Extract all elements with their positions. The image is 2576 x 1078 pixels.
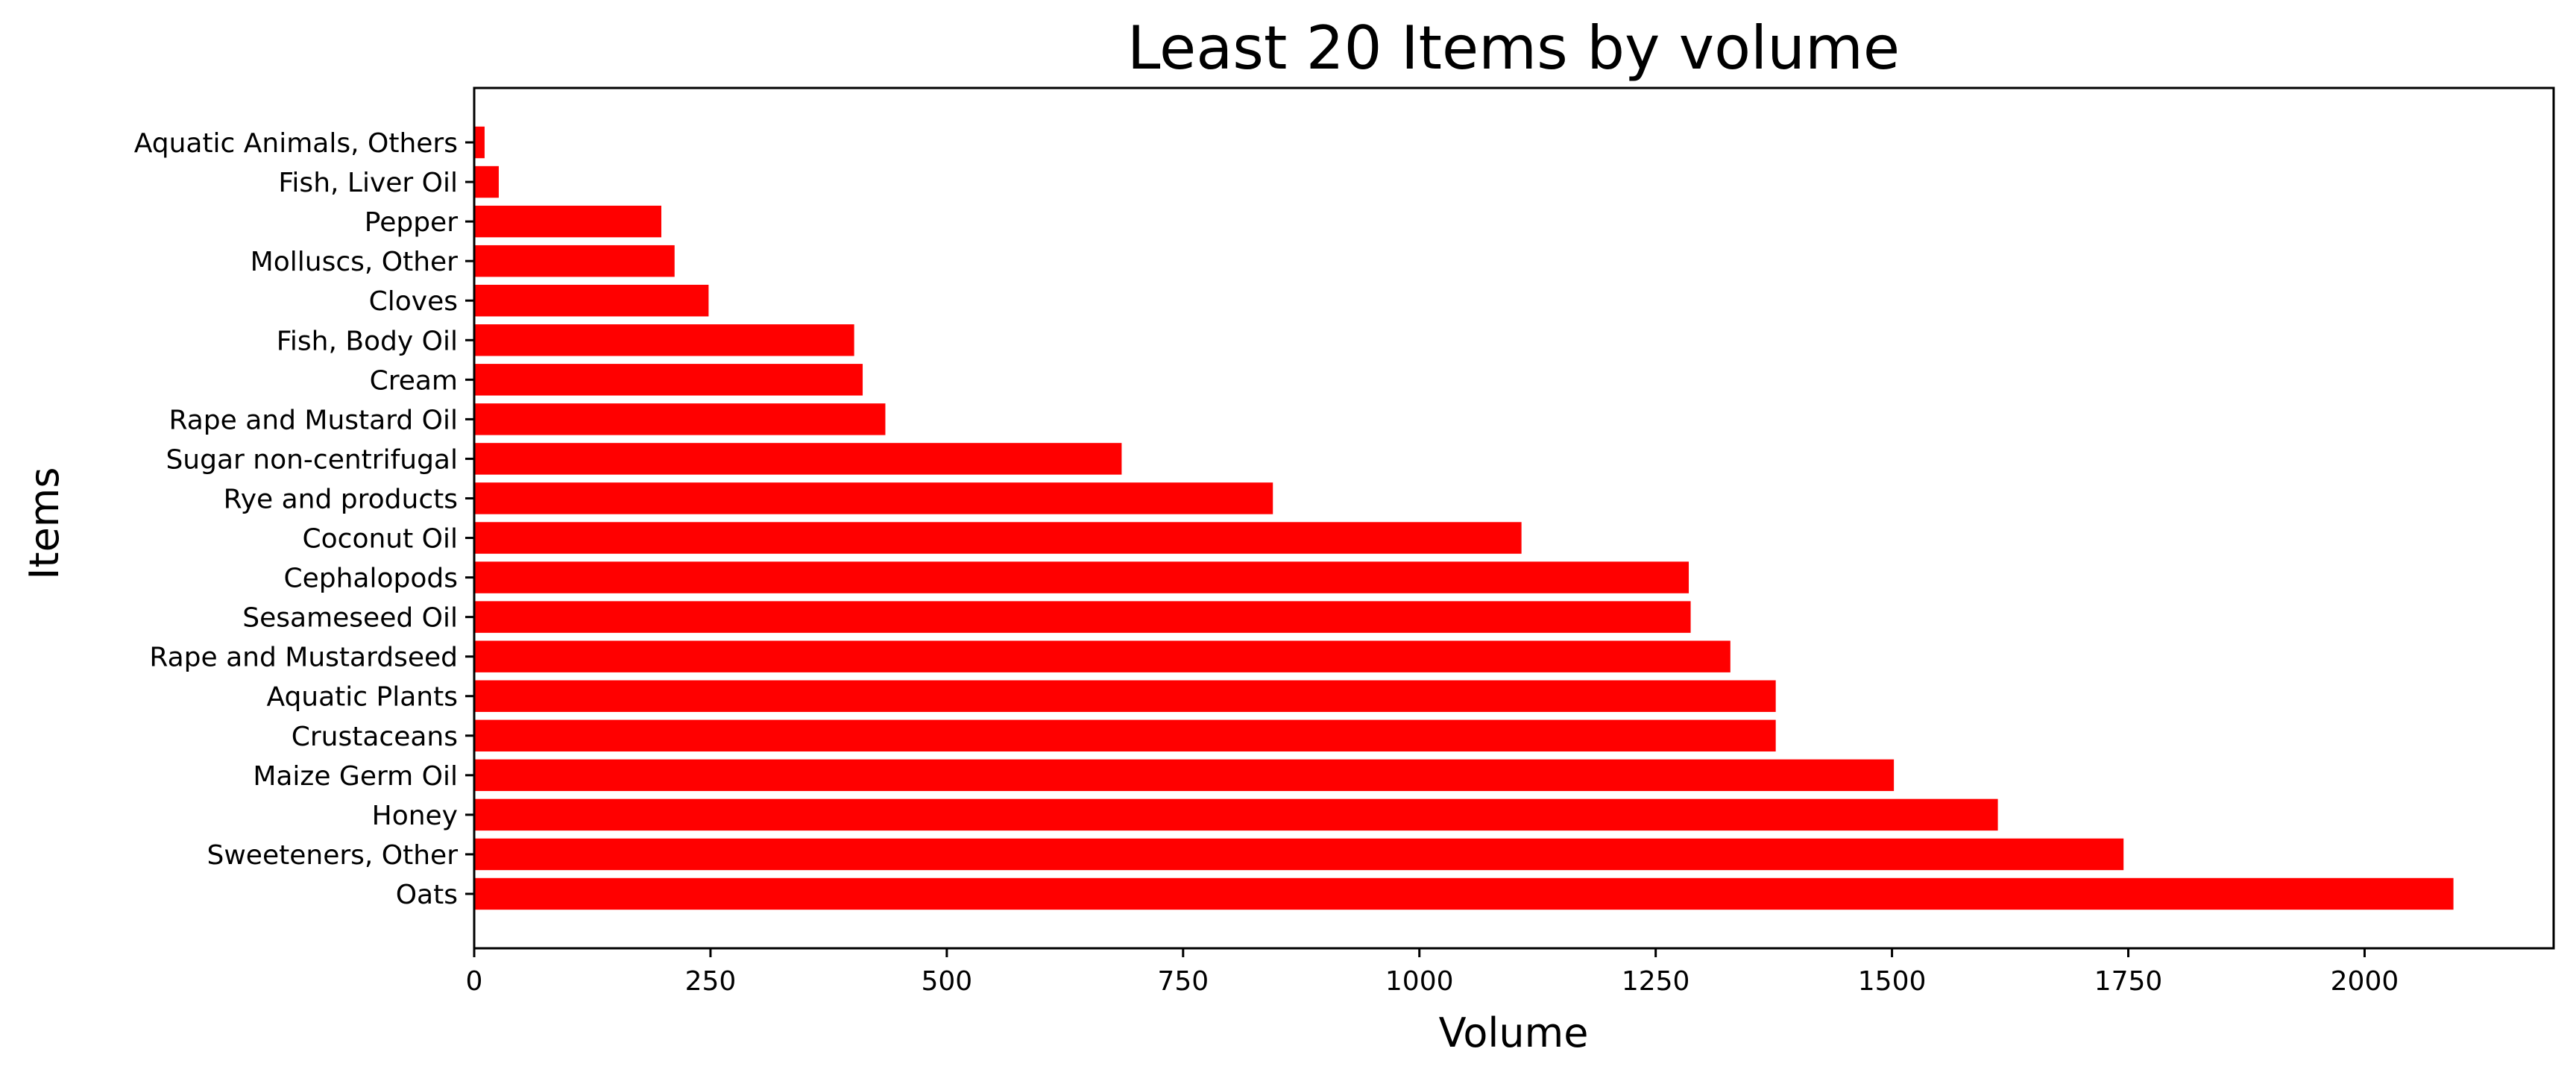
bar-aquatic-plants [474, 680, 1776, 712]
y-tick-label: Rape and Mustardseed [149, 643, 458, 673]
y-tick-label: Sesameseed Oil [242, 603, 458, 634]
bar-crustaceans [474, 719, 1776, 752]
bar-cephalopods [474, 561, 1689, 593]
x-tick-label: 1250 [1622, 966, 1690, 997]
bar-cream [474, 364, 863, 396]
y-tick-label: Rape and Mustard Oil [169, 405, 458, 435]
bar-rape-and-mustard-oil [474, 403, 886, 435]
y-tick-label: Crustaceans [292, 722, 458, 752]
bar-maize-germ-oil [474, 759, 1895, 792]
bar-sesameseed-oil [474, 601, 1691, 633]
bar-sweeteners-other [474, 838, 2124, 871]
bar-rye-and-products [474, 482, 1273, 514]
bar-molluscs-other [474, 245, 675, 277]
y-tick-label: Sweeteners, Other [207, 840, 459, 871]
y-tick-label: Aquatic Animals, Others [134, 128, 458, 159]
x-tick-label: 500 [922, 966, 973, 997]
x-tick-label: 2000 [2331, 966, 2399, 997]
y-tick-label: Cloves [369, 286, 458, 317]
x-tick-label: 1000 [1385, 966, 1454, 997]
x-tick-label: 1500 [1858, 966, 1927, 997]
y-tick-label: Coconut Oil [302, 524, 458, 555]
y-axis-ticks: Oats Sweeteners, Other Honey Maize Germ Oil… [134, 128, 474, 910]
y-tick-label: Aquatic Plants [266, 682, 458, 713]
y-tick-label: Cephalopods [283, 564, 458, 594]
y-axis-label: Items [21, 467, 68, 579]
bar-coconut-oil [474, 522, 1522, 554]
y-tick-label: Maize Germ Oil [253, 761, 458, 792]
bar-cloves [474, 284, 709, 317]
x-tick-label: 250 [685, 966, 737, 997]
chart-title: Least 20 Items by volume [1127, 13, 1900, 83]
x-axis-label: Volume [1439, 1009, 1589, 1056]
y-tick-label: Cream [370, 365, 458, 396]
x-tick-label: 0 [466, 966, 483, 997]
bars-group [474, 126, 2454, 910]
y-tick-label: Molluscs, Other [251, 247, 459, 277]
plot-area-frame [473, 86, 2555, 950]
y-tick-label: Fish, Liver Oil [278, 168, 458, 198]
bar-aquatic-animals-others [474, 126, 485, 159]
bar-fish-body-oil [474, 324, 854, 356]
x-axis-ticks: 0 250 500 750 1000 1250 1500 1750 2000 [466, 948, 2399, 997]
bar-rape-and-mustardseed [474, 640, 1731, 672]
y-tick-label: Rye and products [224, 484, 458, 514]
bar-sugar-non-centrifugal [474, 443, 1122, 475]
bar-pepper [474, 205, 662, 238]
y-tick-label: Honey [372, 801, 458, 831]
y-tick-label: Sugar non-centrifugal [166, 444, 458, 475]
x-tick-label: 750 [1157, 966, 1209, 997]
bar-fish-liver-oil [474, 166, 499, 198]
y-tick-label: Pepper [365, 207, 458, 238]
y-tick-label: Fish, Body Oil [277, 326, 458, 356]
y-tick-label: Oats [396, 880, 458, 910]
bar-oats [474, 877, 2454, 910]
bar-honey [474, 798, 1998, 831]
x-tick-label: 1750 [2094, 966, 2163, 997]
